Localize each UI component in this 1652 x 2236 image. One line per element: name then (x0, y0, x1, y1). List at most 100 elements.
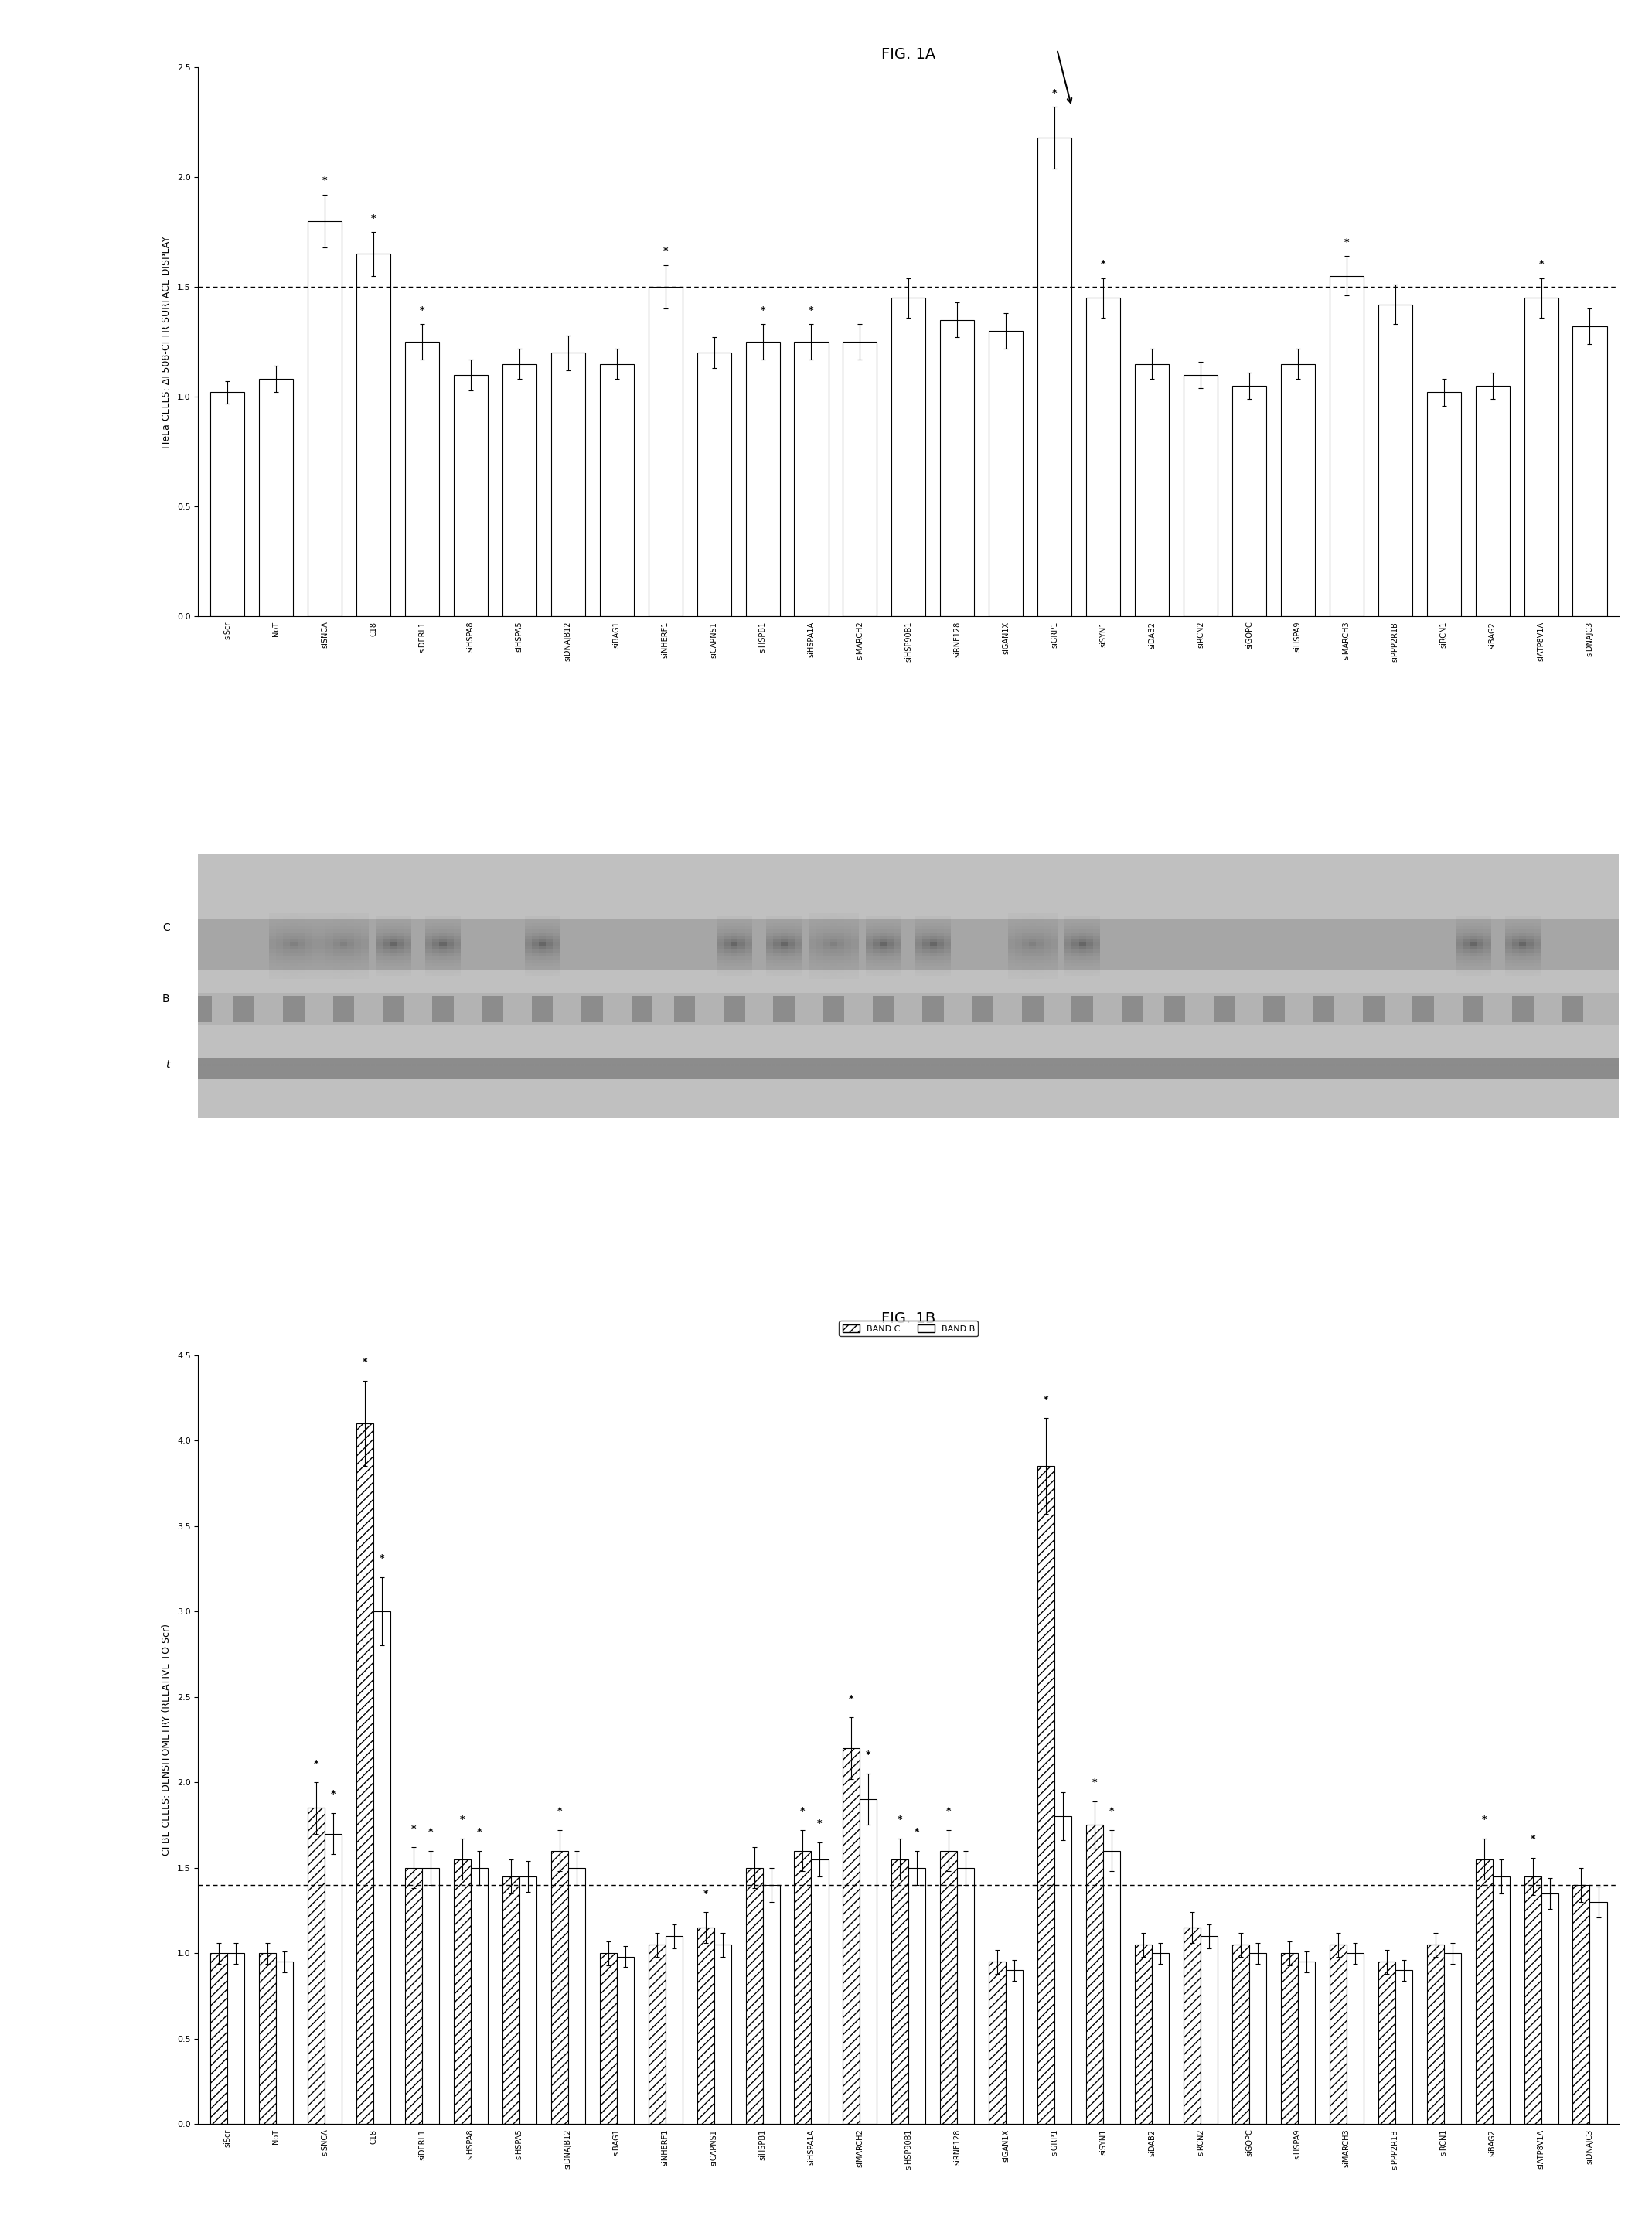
Bar (405, 342, 439, 617)
Text: *: * (1100, 259, 1105, 268)
Bar (1427, 1945, 1444, 2124)
Text: *: * (1044, 1395, 1049, 1404)
Bar (1183, 1927, 1201, 2124)
Bar (1573, 1885, 1589, 2124)
Bar (373, 1612, 390, 2124)
Bar (259, 1954, 276, 2124)
Text: *: * (420, 306, 425, 315)
Bar (1541, 1894, 1558, 2124)
Bar (1280, 1954, 1298, 2124)
Bar (648, 1945, 666, 2124)
Bar (697, 1927, 714, 2124)
Bar (1135, 1945, 1151, 2124)
Text: *: * (915, 1827, 920, 1838)
Text: *: * (849, 1693, 854, 1704)
Bar (357, 1424, 373, 2124)
Bar (1183, 376, 1218, 617)
Bar (1396, 1970, 1412, 2124)
Bar (697, 353, 730, 617)
Bar (502, 364, 537, 617)
Bar (1525, 1876, 1541, 2124)
Bar (892, 297, 925, 617)
Bar (519, 1876, 537, 2124)
Bar (1378, 304, 1412, 617)
Text: *: * (372, 212, 377, 224)
Text: *: * (947, 1807, 952, 1816)
Text: *: * (330, 1789, 335, 1800)
Y-axis label: HeLa CELLS: ΔF508-CFTR SURFACE DISPLAY: HeLa CELLS: ΔF508-CFTR SURFACE DISPLAY (162, 235, 172, 447)
Bar (1330, 275, 1363, 617)
Bar (502, 1876, 519, 2124)
Bar (307, 1809, 325, 2124)
Text: *: * (662, 246, 667, 257)
Bar (940, 1851, 957, 2124)
Bar (325, 1834, 342, 2124)
Bar (811, 1860, 828, 2124)
Bar (957, 1867, 975, 2124)
Text: *: * (557, 1807, 562, 1816)
Text: *: * (818, 1818, 823, 1829)
Bar (1232, 387, 1265, 617)
Bar (1249, 1954, 1265, 2124)
Bar (940, 320, 975, 617)
Bar (600, 1954, 616, 2124)
Bar (1346, 1954, 1363, 2124)
Text: *: * (459, 1816, 464, 1825)
Text: *: * (1538, 259, 1543, 268)
Bar (1298, 1961, 1315, 2124)
Bar (990, 1961, 1006, 2124)
Bar (1232, 1945, 1249, 2124)
Text: C: C (162, 921, 170, 932)
Title: FIG. 1B: FIG. 1B (882, 1310, 935, 1326)
Bar (259, 380, 292, 617)
Bar (421, 1867, 439, 2124)
Legend: BAND C, BAND B: BAND C, BAND B (839, 1321, 978, 1337)
Text: *: * (314, 1757, 319, 1769)
Bar (600, 364, 634, 617)
Bar (1135, 364, 1170, 617)
Bar (357, 255, 390, 617)
Bar (1573, 326, 1607, 617)
Bar (568, 1867, 585, 2124)
Text: *: * (1092, 1778, 1097, 1787)
Bar (990, 331, 1023, 617)
Bar (1427, 391, 1460, 617)
Text: *: * (800, 1807, 805, 1816)
Bar (714, 1945, 730, 2124)
Text: *: * (704, 1889, 709, 1898)
Bar (471, 1867, 487, 2124)
Bar (1589, 1903, 1607, 2124)
Text: *: * (428, 1827, 433, 1838)
Bar (616, 1956, 634, 2124)
Bar (1525, 297, 1558, 617)
Text: *: * (760, 306, 765, 315)
Text: *: * (897, 1816, 902, 1825)
Bar (1378, 1961, 1396, 2124)
Title: FIG. 1A: FIG. 1A (882, 47, 935, 63)
Text: *: * (1052, 87, 1057, 98)
Y-axis label: CFBE CELLS: DENSITOMETRY (RELATIVE TO Scr): CFBE CELLS: DENSITOMETRY (RELATIVE TO Sc… (162, 1623, 172, 1856)
Bar (666, 1936, 682, 2124)
Bar (552, 1851, 568, 2124)
Text: *: * (322, 177, 327, 186)
Bar (1054, 1816, 1072, 2124)
Bar (1151, 1954, 1170, 2124)
Bar (210, 1954, 228, 2124)
Bar (1444, 1954, 1460, 2124)
Bar (1492, 1876, 1510, 2124)
Bar (1037, 136, 1072, 617)
Bar (1037, 1467, 1054, 2124)
Bar (307, 221, 342, 617)
Text: *: * (362, 1357, 367, 1366)
Bar (552, 353, 585, 617)
Text: *: * (866, 1751, 871, 1760)
Bar (745, 1867, 763, 2124)
Bar (1280, 364, 1315, 617)
Bar (1006, 1970, 1023, 2124)
Text: t: t (165, 1060, 170, 1071)
Text: *: * (809, 306, 814, 315)
Bar (405, 1867, 421, 2124)
Bar (795, 342, 828, 617)
Bar (861, 1800, 877, 2124)
Text: *: * (1108, 1807, 1113, 1816)
